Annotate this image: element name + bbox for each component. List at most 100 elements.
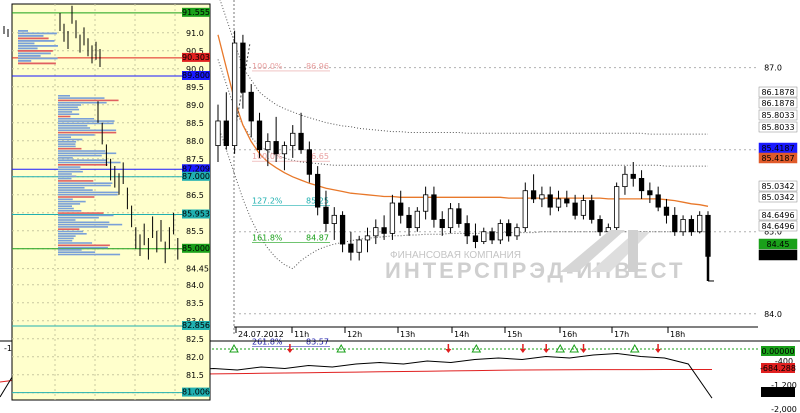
- time-tick-label: 11h: [294, 330, 309, 339]
- candle: [389, 194, 396, 240]
- watermark: ФИНАНСОВАЯ КОМПАНИЯ ИНТЕРСПРЭД-ИНВЕСТ: [385, 230, 682, 283]
- inset-price-badge-bg: [182, 320, 210, 330]
- inset-price-badge: 85.000: [182, 243, 210, 253]
- candle: [580, 194, 587, 220]
- candle-body: [638, 178, 645, 192]
- candle: [306, 141, 313, 183]
- inset-price-badge-label: 85.953: [182, 209, 210, 218]
- candle: [555, 190, 562, 212]
- candle-body: [273, 141, 279, 155]
- volume-profile-bar: [58, 184, 111, 187]
- candle: [398, 190, 404, 224]
- volume-profile-bar: [58, 166, 81, 168]
- buy-signal-icon: [569, 343, 580, 353]
- inset-price-badge: 89.800: [182, 71, 210, 80]
- inset-price-badge: 81.006: [182, 387, 210, 397]
- inset-price-badge: 91.555: [182, 7, 210, 17]
- inset-axis-tick: 84.45: [186, 265, 209, 274]
- volume-profile-bar: [58, 108, 80, 111]
- candle: [240, 34, 246, 109]
- inset-price-badge-label: 81.006: [182, 388, 210, 397]
- candle-body: [331, 214, 337, 224]
- inset-price-badge-bg: [182, 387, 210, 397]
- candle: [356, 235, 362, 261]
- volume-profile-bar: [58, 168, 81, 171]
- candle-body: [481, 231, 487, 242]
- candle: [381, 215, 387, 240]
- price-badge: 84.6496: [758, 220, 798, 232]
- price-badge-bg: [758, 220, 798, 232]
- volume-profile-bar: [58, 147, 82, 150]
- inset-background: [11, 3, 211, 401]
- inset-price-badge: 85.953: [182, 209, 210, 219]
- inset-axis-tick: 83.5: [186, 299, 204, 308]
- price-badge-label: 86.1878: [761, 99, 794, 108]
- candle: [597, 215, 603, 236]
- sell-signal-arrowhead: [580, 349, 587, 353]
- candle: [223, 92, 229, 150]
- candle: [339, 211, 346, 253]
- candle-body: [381, 227, 387, 234]
- sell-signal-arrowhead: [655, 349, 662, 353]
- fib-level-percent: 127.2%: [252, 196, 283, 205]
- inset-axis-tick: 82.5: [186, 335, 204, 344]
- volume-profile-bar: [58, 101, 107, 104]
- candle-body: [564, 198, 570, 204]
- candle: [564, 190, 570, 208]
- time-tick-label: 14h: [454, 330, 469, 339]
- fib-level-price: 83.57: [306, 338, 329, 347]
- price-badge-bg: [758, 238, 798, 250]
- price-badge-label: 84.45: [767, 240, 790, 249]
- volume-profile-bar: [18, 60, 32, 62]
- volume-profile-bar: [18, 30, 28, 32]
- volume-profile-bar: [18, 35, 44, 37]
- volume-profile-bar: [58, 226, 109, 228]
- band-lower-line: [217, 124, 708, 270]
- fib-level-percent: 261.8%: [252, 338, 283, 347]
- candle: [273, 116, 279, 162]
- inset-price-badge-bg: [182, 7, 210, 17]
- candle-body: [456, 208, 462, 224]
- volume-profile-bar: [58, 228, 80, 230]
- fib-level-price: 86.96: [306, 62, 329, 71]
- candle-body: [697, 214, 703, 233]
- fib-level-percent: 161.8%: [252, 233, 283, 242]
- time-tick-label: 17h: [614, 330, 629, 339]
- right-axis-tick: 85.0: [764, 228, 782, 237]
- candle-body: [472, 235, 479, 242]
- inset-axis-tick: 82.0: [186, 353, 204, 362]
- right-axis-tick: 87.0: [764, 64, 782, 73]
- right-axis-tick: 84.0: [764, 310, 782, 319]
- candle-body: [613, 186, 620, 229]
- inset-axis-tick: 88.0: [186, 137, 204, 146]
- candle: [265, 133, 271, 167]
- candle-body: [547, 194, 553, 208]
- price-badge: 85.0342: [758, 191, 798, 203]
- volume-profile-bar: [18, 62, 56, 65]
- candle: [456, 203, 462, 228]
- volume-profile-bar: [58, 95, 70, 97]
- candle-body: [514, 227, 520, 237]
- inset-price-badge-label: 90.303: [182, 53, 210, 62]
- candle: [522, 182, 528, 232]
- fib-level-percent: 100.0%: [252, 62, 283, 71]
- candle-body: [597, 219, 603, 233]
- oscillator-badge: 0.00000: [761, 346, 795, 356]
- inset-axis-tick: 86.5: [186, 191, 204, 200]
- inset-price-badge-bg: [182, 243, 210, 253]
- volume-profile-bar: [58, 235, 76, 237]
- volume-profile-bar: [18, 50, 53, 52]
- price-badge-label: 84.6496: [761, 222, 794, 231]
- volume-profile-bar: [58, 131, 117, 134]
- candle-body: [306, 149, 313, 175]
- volume-profile-bar: [58, 134, 95, 136]
- volume-profile-bar: [58, 198, 73, 201]
- volume-profile-bar: [18, 55, 41, 57]
- volume-profile-bar: [58, 230, 84, 233]
- inset-price-badge-bg: [182, 171, 210, 181]
- candle-body: [256, 120, 263, 151]
- candle: [256, 112, 263, 158]
- inset-axis-tick: 85.5: [186, 227, 204, 236]
- oscillator-badge-label: -1.638: [765, 388, 791, 397]
- candle-body: [672, 214, 678, 233]
